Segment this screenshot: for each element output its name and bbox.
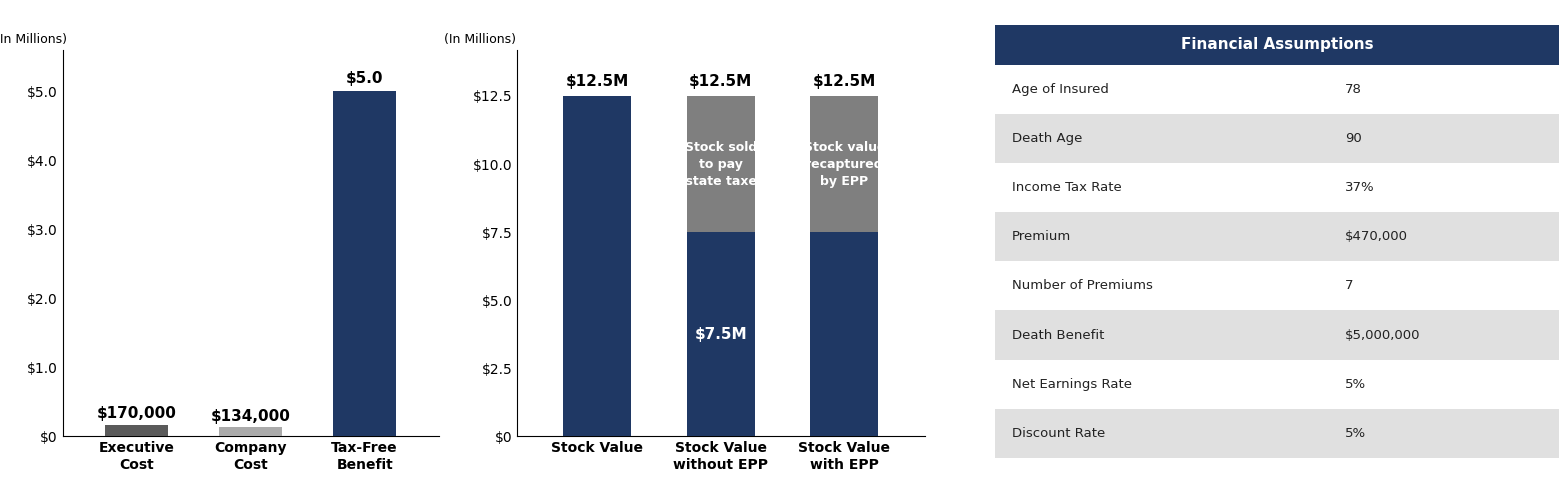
Text: 5%: 5% xyxy=(1344,427,1366,440)
Text: Stock sold
to pay
estate taxes: Stock sold to pay estate taxes xyxy=(677,140,765,187)
Text: 7: 7 xyxy=(1344,279,1354,293)
Text: $470,000: $470,000 xyxy=(1344,230,1407,244)
Text: Income Tax Rate: Income Tax Rate xyxy=(1012,181,1122,194)
Bar xyxy=(810,232,878,436)
Text: Discount Rate: Discount Rate xyxy=(1012,427,1105,440)
Text: (In Millions): (In Millions) xyxy=(0,33,67,46)
Text: $12.5M: $12.5M xyxy=(689,74,752,89)
Bar xyxy=(995,310,1559,360)
Text: 90: 90 xyxy=(1344,132,1362,145)
Text: 5%: 5% xyxy=(1344,377,1366,391)
Text: (In Millions): (In Millions) xyxy=(443,33,516,46)
Text: $12.5M: $12.5M xyxy=(813,74,876,89)
Text: $12.5M: $12.5M xyxy=(566,74,628,89)
Bar xyxy=(810,96,878,232)
Text: 78: 78 xyxy=(1344,83,1362,96)
Text: 37%: 37% xyxy=(1344,181,1374,194)
Bar xyxy=(564,96,632,436)
Bar xyxy=(334,91,396,436)
Text: Age of Insured: Age of Insured xyxy=(1012,83,1109,96)
Bar xyxy=(105,425,168,436)
Text: $170,000: $170,000 xyxy=(97,406,177,421)
Text: Number of Premiums: Number of Premiums xyxy=(1012,279,1153,293)
Text: Premium: Premium xyxy=(1012,230,1072,244)
Bar xyxy=(995,25,1559,65)
Bar xyxy=(686,96,755,232)
Text: Financial Assumptions: Financial Assumptions xyxy=(1182,37,1373,53)
Bar xyxy=(995,163,1559,212)
Text: Death Benefit: Death Benefit xyxy=(1012,328,1105,342)
Bar xyxy=(995,360,1559,409)
Text: $134,000: $134,000 xyxy=(212,409,290,424)
Text: $5.0: $5.0 xyxy=(346,70,384,85)
Bar xyxy=(995,114,1559,163)
Text: $5,000,000: $5,000,000 xyxy=(1344,328,1420,342)
Text: Death Age: Death Age xyxy=(1012,132,1083,145)
Bar xyxy=(995,212,1559,261)
Text: $7.5M: $7.5M xyxy=(694,327,747,342)
Bar xyxy=(995,65,1559,114)
Bar xyxy=(995,409,1559,458)
Text: Net Earnings Rate: Net Earnings Rate xyxy=(1012,377,1131,391)
Text: Stock value
recaptured
by EPP: Stock value recaptured by EPP xyxy=(804,140,885,187)
Bar xyxy=(995,261,1559,310)
Bar xyxy=(686,232,755,436)
Bar xyxy=(219,427,282,436)
